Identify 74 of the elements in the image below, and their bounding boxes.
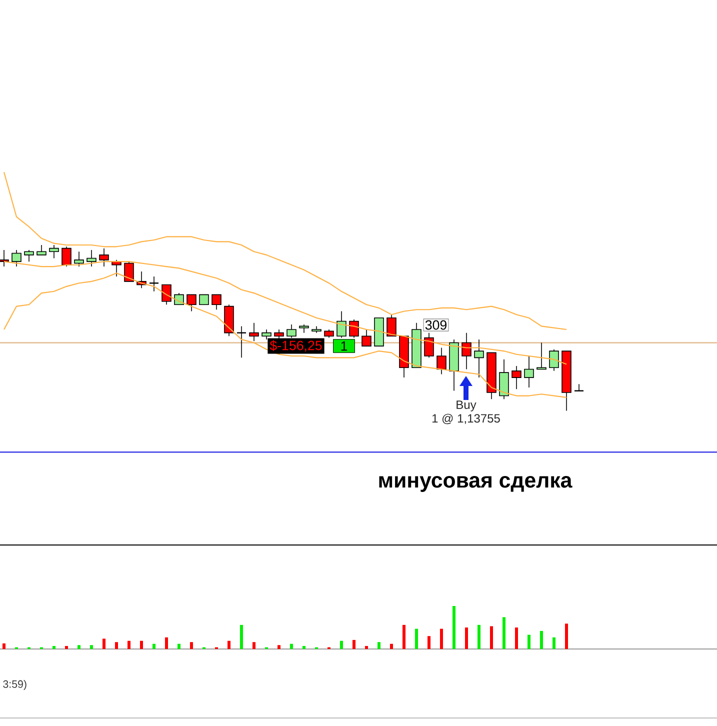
bar [452, 606, 456, 649]
candlestick [148, 276, 160, 292]
annotation: 309 [425, 320, 446, 330]
candlestick [386, 314, 396, 337]
text: минусовая сделка [379, 476, 572, 492]
bar [178, 644, 180, 649]
candlestick [0, 250, 9, 267]
bar [377, 642, 380, 649]
bar [128, 640, 130, 649]
candlestick [362, 329, 372, 346]
bar [240, 624, 243, 649]
candlestick [436, 347, 446, 375]
bar [402, 624, 406, 649]
candlestick [212, 294, 222, 310]
candlestick [36, 244, 46, 256]
bar [552, 637, 556, 649]
bar [278, 645, 280, 649]
candlestick [249, 322, 259, 342]
candlestick [24, 250, 34, 262]
bar [65, 646, 68, 649]
candlestick [574, 384, 584, 392]
annotation: Buy [456, 400, 476, 412]
bar [165, 637, 168, 649]
candlestick [162, 284, 172, 306]
candlestick [512, 366, 522, 390]
bar [414, 628, 418, 649]
bar [514, 627, 518, 649]
candlestick [549, 348, 559, 372]
annotation: $-156,25 [270, 340, 322, 352]
candlestick [474, 339, 484, 378]
text: 1 @ 1,13755 [432, 414, 500, 424]
bar [152, 644, 156, 649]
bar [478, 624, 480, 649]
bar [527, 634, 530, 649]
candlestick [462, 332, 472, 370]
annotation: 1 [341, 341, 348, 351]
bar [52, 646, 56, 649]
bar [564, 624, 568, 649]
bar [502, 617, 506, 649]
candlestick [49, 244, 59, 259]
bar [427, 636, 430, 649]
bar [490, 626, 493, 649]
bar [352, 640, 356, 649]
candlestick [524, 356, 534, 388]
bar [227, 640, 230, 649]
bar [465, 627, 468, 649]
bar [540, 630, 543, 649]
candlestick [62, 246, 72, 267]
bar [90, 645, 93, 649]
candlestick [186, 294, 196, 312]
candlestick [99, 248, 109, 267]
bar [190, 642, 193, 649]
bar [364, 646, 368, 649]
bar [2, 643, 6, 649]
bar [302, 646, 306, 649]
candlestick [536, 342, 546, 370]
candlestick [424, 332, 434, 358]
candlestick [124, 261, 134, 282]
bar [440, 628, 443, 649]
candlestick [199, 294, 209, 306]
bar [115, 642, 118, 649]
candlestick [499, 358, 509, 400]
candlestick [86, 250, 96, 267]
candlestick [74, 251, 84, 267]
text: 3:59) [3, 680, 26, 690]
candlestick [12, 250, 22, 267]
bar [390, 644, 393, 649]
candlestick [236, 326, 247, 358]
bar [102, 638, 106, 649]
bar [340, 640, 343, 649]
bar [290, 644, 293, 649]
bar [140, 640, 143, 649]
bar [252, 642, 256, 649]
bar [78, 645, 80, 649]
